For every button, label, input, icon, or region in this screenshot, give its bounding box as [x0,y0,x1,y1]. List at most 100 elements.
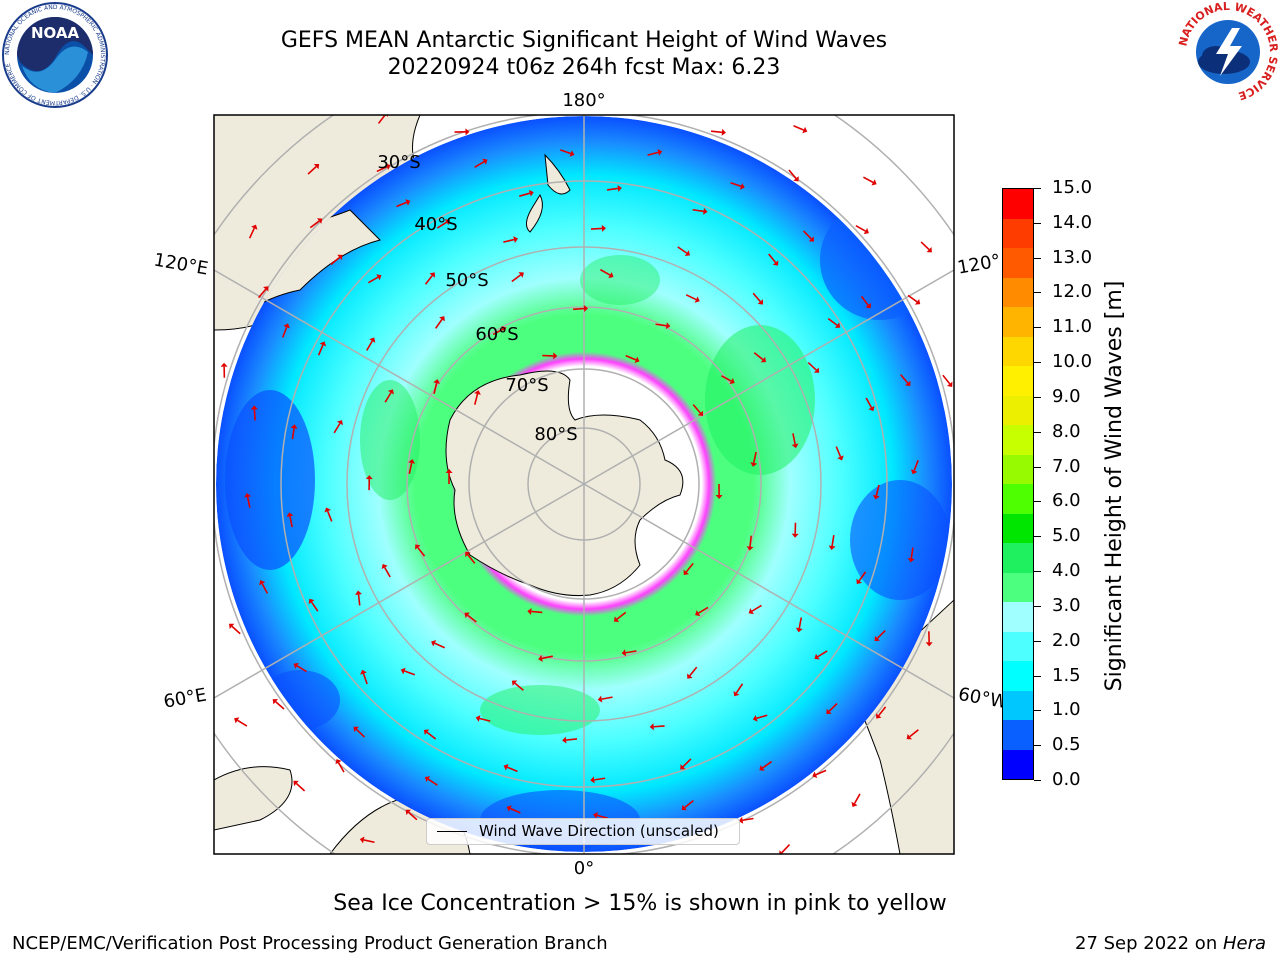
wave-direction-arrowhead [856,578,863,585]
wave-direction-arrow [309,220,320,229]
wave-direction-arrowhead [518,272,524,278]
wave-direction-arrowhead [597,695,603,703]
wave-direction-arrow [237,719,248,727]
wave-direction-arrow [606,187,618,191]
wave-direction-arrow [853,793,861,804]
wave-direction-arrowhead [826,708,832,715]
wave-direction-arrowhead [590,776,595,784]
wave-direction-arrowhead [868,405,875,412]
wave-direction-arrow [376,165,388,173]
colorbar-segment [1003,306,1033,337]
wave-direction-arrowhead [444,219,450,226]
colorbar-tick-label: 1.0 [1052,699,1081,721]
colorbar-segment [1003,513,1033,543]
wave-direction-arrow [424,275,433,285]
wave-direction-arrow [427,778,438,786]
colorbar-segment [1003,542,1033,573]
colorbar-title: Significant Height of Wind Waves [m] [1102,280,1127,692]
wave-direction-arrowhead [874,635,880,642]
wave-direction-arrow [246,496,251,508]
wind-wave-arrows [220,115,953,854]
wave-direction-arrowhead [317,218,323,224]
wave-direction-arrow [289,516,293,528]
wave-direction-arrowhead [405,199,411,206]
wave-direction-arrowhead [475,715,481,722]
wave-direction-arrowhead [365,475,373,480]
wave-direction-arrowhead [601,224,606,232]
legend-line-sample [437,831,467,832]
colorbar-tick [1034,431,1041,433]
wave-direction-arrow [596,814,608,819]
wave-direction-arrow [296,665,307,673]
wave-direction-arrow [573,307,585,311]
wave-direction-arrow [510,807,521,814]
wave-direction-arrowhead [715,494,723,499]
wave-direction-arrowhead [634,356,640,364]
wave-direction-arrow [474,160,485,169]
wave-direction-arrow [511,274,522,283]
wave-direction-arrow [878,706,887,716]
wave-direction-arrow [330,256,340,266]
colorbar-segment [1003,247,1033,278]
wave-direction-arrowhead [925,642,933,647]
wave-direction-arrowhead [445,469,453,474]
wave-direction-arrow [467,614,477,623]
colorbar-segment [1003,336,1033,366]
chart-title: GEFS MEAN Antarctic Significant Height o… [280,28,888,53]
wave-direction-arrowhead [665,322,671,330]
wave-direction-arrowhead [229,623,235,629]
wave-direction-arrowhead [729,377,735,385]
wave-direction-arrowhead [501,326,507,333]
wave-direction-arrowhead [837,455,844,461]
colorbar-segment [1003,188,1033,219]
wave-direction-arrow [768,253,777,264]
wave-direction-arrowhead [503,763,509,771]
wave-direction-arrow [698,606,709,614]
wave-direction-arrowhead [355,590,363,595]
wave-direction-arrow [600,268,611,276]
wave-direction-arrowhead [474,390,481,395]
wave-direction-arrow [291,428,295,440]
wave-direction-arrow [828,702,838,712]
wave-direction-arrow [863,176,874,184]
wave-direction-arrowhead [369,337,376,343]
wave-direction-arrow [752,292,761,303]
colorbar-tick-label: 2.0 [1052,629,1081,651]
wave-direction-arrowhead [613,616,620,622]
wave-direction-arrowhead [313,163,320,170]
colorbar-tick-label: 5.0 [1052,525,1081,547]
colorbar-tick-label: 11.0 [1052,316,1093,338]
wave-direction-arrow [531,610,543,614]
legend-label: Wind Wave Direction (unscaled) [479,822,719,840]
wave-direction-arrowhead [234,717,240,724]
wave-direction-arrowhead [746,546,754,551]
colorbar-segment [1003,572,1033,602]
wave-direction-arrow [653,725,665,728]
wave-direction-arrowhead [733,690,740,697]
colorbar-segment [1003,483,1033,514]
wave-direction-arrowhead [408,459,416,464]
colorbar-tick-label: 13.0 [1052,246,1093,268]
wave-direction-arrow [433,382,438,394]
wave-direction-arrow [689,666,698,677]
graticule [214,115,954,854]
wave-direction-arrowhead [259,580,266,586]
wave-direction-arrow [835,446,842,458]
wave-direction-arrow [831,535,835,547]
wave-direction-arrow [594,777,606,781]
wave-direction-arrow [231,625,241,635]
lat-label-30s: 30°S [377,152,420,173]
wave-direction-arrowhead [283,323,290,329]
wave-direction-arrowhead [681,804,687,811]
wave-direction-arrow [858,571,867,582]
colorbar-tick-label: 10.0 [1052,351,1093,373]
wave-direction-arrow [647,151,659,156]
wave-direction-arrowhead [772,260,779,266]
wave-direction-arrow [875,484,880,496]
wave-direction-arrowhead [381,563,388,570]
colorbar-tick-label: 1.5 [1052,664,1081,686]
map-legend: Wind Wave Direction (unscaled) [426,818,740,845]
wave-direction-arrow [408,462,413,474]
lon-label-0: 0° [574,858,594,879]
wave-direction-arrow [601,696,613,700]
